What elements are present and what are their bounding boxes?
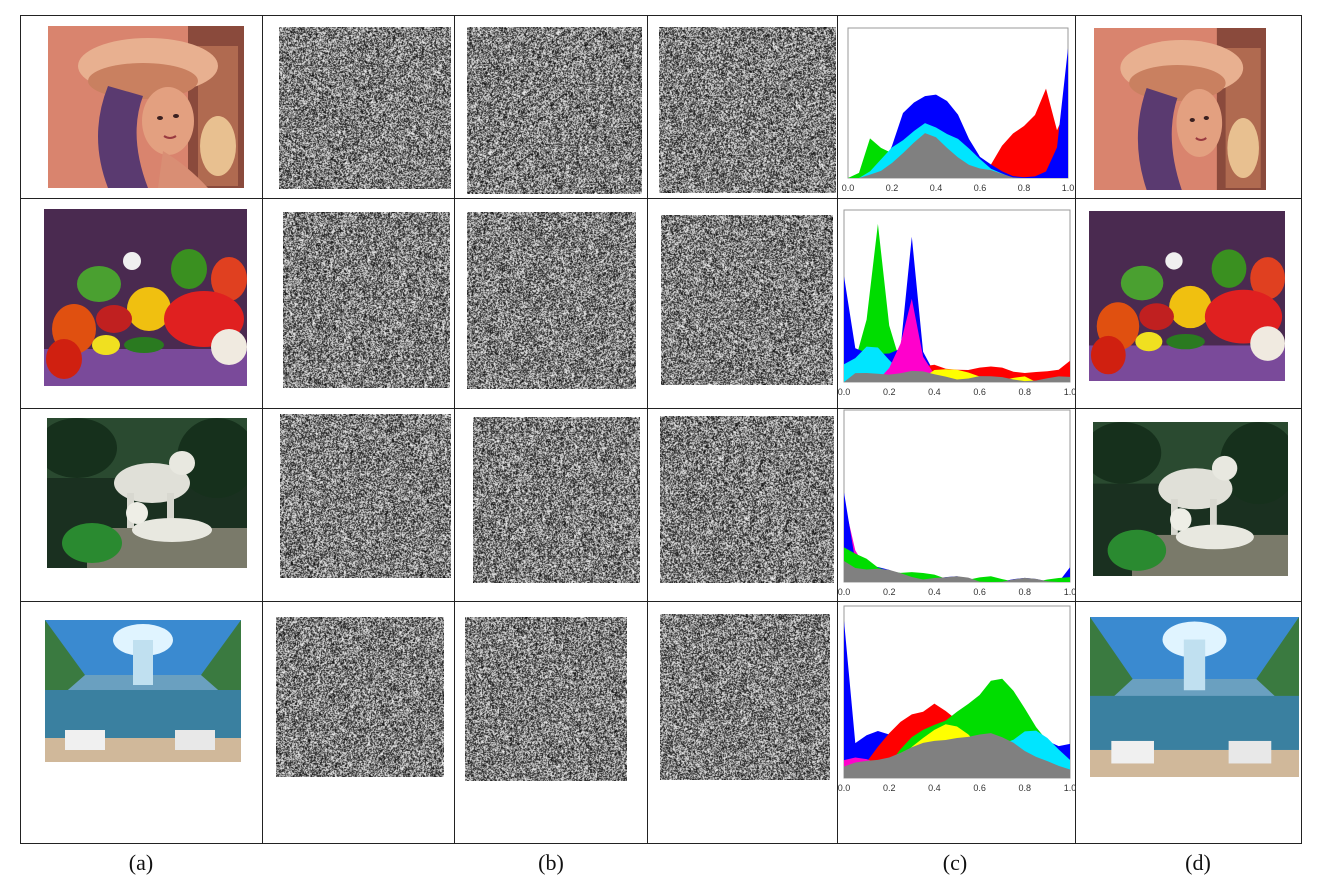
room-cipher-image-2 [465,617,627,781]
lena-cipher-image-2 [467,27,642,194]
histogram-tick-label: 0.6 [973,587,986,597]
lena-original-image [48,26,244,188]
grid-line-col1 [262,15,263,844]
lena-decrypted-image [1094,28,1266,190]
grid-line-top [20,15,1302,16]
tigers-cipher-image-3 [660,416,834,583]
histogram-tick-label: 0.4 [928,387,941,397]
grid-line-row2 [20,408,1302,409]
tigers-original-image [47,418,247,568]
peppers-histogram: 0.0 0.2 0.4 0.6 0.8 1.0 [838,208,1076,398]
tigers-decrypted-image [1093,422,1288,576]
lena-cipher-image-1 [279,27,451,189]
histogram-series-magenta [844,298,1070,382]
histogram-tick-label: 0.8 [1019,783,1032,793]
grid-line-col5 [1075,15,1076,844]
histogram-tick-label: 1.0 [1064,387,1077,397]
grid-line-row1 [20,198,1302,199]
histogram-tick-label: 0.4 [930,183,943,193]
histogram-svg: 0.0 0.2 0.4 0.6 0.8 1.0 [838,209,1076,397]
histogram-series-red [848,88,1068,178]
histogram-tick-label: 0.4 [928,783,941,793]
caption-c: (c) [942,850,968,875]
tigers-histogram: 0.0 0.2 0.4 0.6 0.8 1.0 [838,408,1076,598]
grid-line-col2 [454,15,455,844]
histogram-tick-label: 0.2 [883,783,896,793]
grid-line-col6 [1301,15,1302,844]
histogram-series-gray [844,561,1070,582]
tigers-cipher-image-1 [280,414,451,578]
histogram-tick-label: 0.8 [1019,387,1032,397]
histogram-tick-label: 0.0 [838,783,851,793]
histogram-tick-label: 0.8 [1019,587,1032,597]
histogram-series-gray [844,733,1070,778]
histogram-series-gray [844,370,1070,382]
grid-line-col0 [20,15,21,844]
peppers-cipher-image-1 [283,212,450,388]
histogram-svg: 0.0 0.2 0.4 0.6 0.8 1.0 [838,409,1076,597]
histogram-tick-label: 1.0 [1064,783,1077,793]
caption-b: (b) [538,850,564,875]
room-cipher-image-3 [660,614,830,780]
caption-d: (d) [1185,850,1211,875]
room-histogram: 0.0 0.2 0.4 0.6 0.8 1.0 [838,604,1076,794]
caption-a: (a) [128,850,154,875]
histogram-tick-label: 0.4 [928,587,941,597]
histogram-tick-label: 0.6 [974,183,987,193]
histogram-tick-label: 0.2 [883,587,896,597]
histogram-svg: 0.0 0.2 0.4 0.6 0.8 1.0 [842,27,1074,193]
histogram-tick-label: 0.8 [1018,183,1031,193]
histogram-tick-label: 1.0 [1062,183,1075,193]
room-decrypted-image [1090,617,1299,777]
histogram-tick-label: 0.0 [842,183,855,193]
peppers-cipher-image-3 [661,215,833,385]
histogram-tick-label: 0.6 [973,783,986,793]
peppers-decrypted-image [1089,211,1285,381]
histogram-tick-label: 0.6 [973,387,986,397]
histogram-tick-label: 0.0 [838,387,851,397]
grid-line-col3 [647,15,648,844]
histogram-svg: 0.0 0.2 0.4 0.6 0.8 1.0 [838,605,1076,793]
grid-line-row3 [20,601,1302,602]
histogram-tick-label: 0.2 [883,387,896,397]
grid-line-bottom [20,843,1302,844]
lena-histogram: 0.0 0.2 0.4 0.6 0.8 1.0 [842,26,1074,194]
peppers-cipher-image-2 [467,212,636,389]
room-original-image [45,620,241,762]
histogram-tick-label: 0.0 [838,587,851,597]
histogram-series-gray [848,133,1068,178]
lena-cipher-image-3 [659,27,836,193]
histogram-frame [843,409,1071,583]
room-cipher-image-1 [276,617,444,777]
histogram-series-yellow [844,369,1070,382]
histogram-tick-label: 0.2 [886,183,899,193]
grid-line-col4 [837,15,838,844]
peppers-original-image [44,209,247,386]
histogram-tick-label: 1.0 [1064,587,1077,597]
tigers-cipher-image-2 [473,417,640,583]
